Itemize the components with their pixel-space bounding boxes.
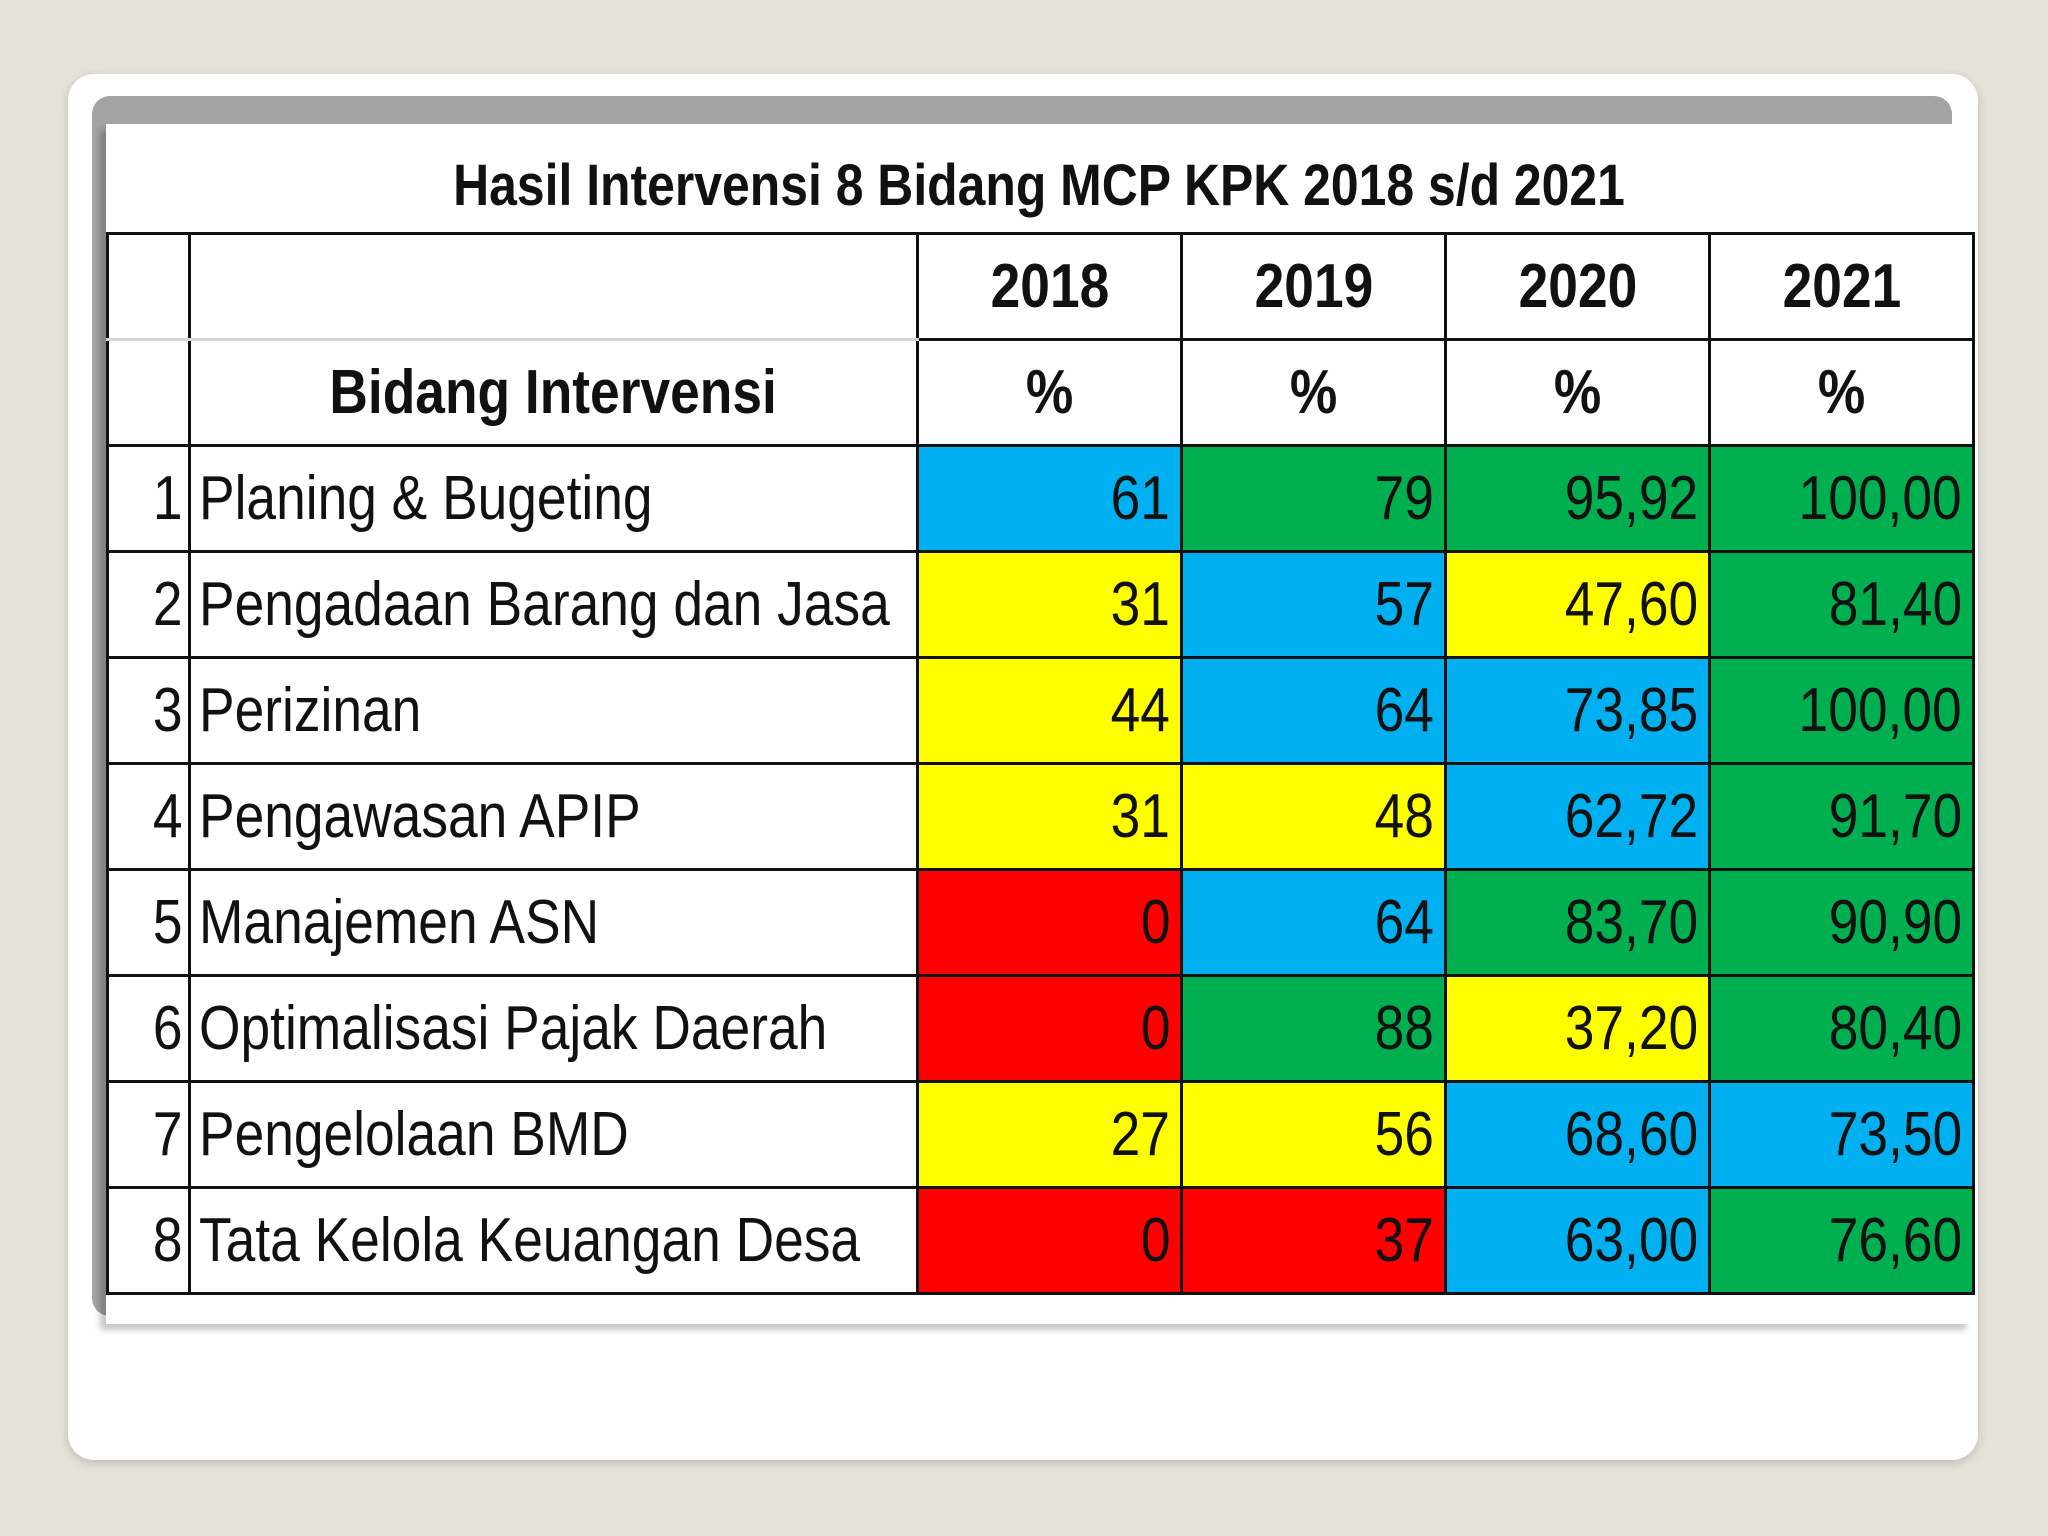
table-row: 4 Pengawasan APIP 31 48 62,72 91,70 xyxy=(106,762,1975,871)
value-cell: 79 xyxy=(1180,444,1447,553)
row-number: 6 xyxy=(106,974,191,1083)
value-cell: 47,60 xyxy=(1444,550,1711,659)
table-title: Hasil Intervensi 8 Bidang MCP KPK 2018 s… xyxy=(453,153,1625,218)
header-row-years: 2018 2019 2020 2021 xyxy=(106,232,1975,341)
value-cell: 81,40 xyxy=(1708,550,1975,659)
unit-header: % xyxy=(1444,338,1711,447)
row-number: 1 xyxy=(106,444,191,553)
value-cell: 56 xyxy=(1180,1080,1447,1189)
table-row: 8 Tata Kelola Keuangan Desa 0 37 63,00 76,60 xyxy=(106,1186,1975,1295)
value-cell: 0 xyxy=(916,1186,1183,1295)
value-cell: 48 xyxy=(1180,762,1447,871)
value-cell: 0 xyxy=(916,974,1183,1083)
unit-header: % xyxy=(1180,338,1447,447)
unit-header: % xyxy=(1708,338,1975,447)
table-row: 6 Optimalisasi Pajak Daerah 0 88 37,20 80,40 xyxy=(106,974,1975,1083)
value-cell: 0 xyxy=(916,868,1183,977)
value-cell: 62,72 xyxy=(1444,762,1711,871)
header-blank-field xyxy=(188,232,919,341)
value-cell: 95,92 xyxy=(1444,444,1711,553)
table-row: 1 Planing & Bugeting 61 79 95,92 100,00 xyxy=(106,444,1975,553)
value-cell: 61 xyxy=(916,444,1183,553)
row-number: 7 xyxy=(106,1080,191,1189)
table-row: 5 Manajemen ASN 0 64 83,70 90,90 xyxy=(106,868,1975,977)
value-cell: 83,70 xyxy=(1444,868,1711,977)
header-blank-no xyxy=(106,232,191,341)
row-number: 3 xyxy=(106,656,191,765)
results-table: 2018 2019 2020 2021 Bidang Intervensi % … xyxy=(106,232,1975,1295)
table-sheet: Hasil Intervensi 8 Bidang MCP KPK 2018 s… xyxy=(106,124,1975,1324)
value-cell: 73,85 xyxy=(1444,656,1711,765)
field-name: Manajemen ASN xyxy=(188,868,919,977)
value-cell: 73,50 xyxy=(1708,1080,1975,1189)
header-row-units: Bidang Intervensi % % % % xyxy=(106,338,1975,447)
value-cell: 64 xyxy=(1180,868,1447,977)
year-header: 2018 xyxy=(916,232,1183,341)
row-number: 8 xyxy=(106,1186,191,1295)
field-name: Pengawasan APIP xyxy=(188,762,919,871)
year-header: 2020 xyxy=(1444,232,1711,341)
value-cell: 68,60 xyxy=(1444,1080,1711,1189)
value-cell: 64 xyxy=(1180,656,1447,765)
value-cell: 76,60 xyxy=(1708,1186,1975,1295)
value-cell: 57 xyxy=(1180,550,1447,659)
field-name: Pengadaan Barang dan Jasa xyxy=(188,550,919,659)
year-header: 2019 xyxy=(1180,232,1447,341)
slide: Hasil Intervensi 8 Bidang MCP KPK 2018 s… xyxy=(68,74,1978,1460)
value-cell: 91,70 xyxy=(1708,762,1975,871)
row-number: 5 xyxy=(106,868,191,977)
table-row: 3 Perizinan 44 64 73,85 100,00 xyxy=(106,656,1975,765)
value-cell: 80,40 xyxy=(1708,974,1975,1083)
value-cell: 63,00 xyxy=(1444,1186,1711,1295)
value-cell: 90,90 xyxy=(1708,868,1975,977)
field-name: Planing & Bugeting xyxy=(188,444,919,553)
header-blank-no xyxy=(106,338,191,447)
value-cell: 100,00 xyxy=(1708,656,1975,765)
field-header: Bidang Intervensi xyxy=(188,338,919,447)
field-name: Perizinan xyxy=(188,656,919,765)
row-number: 4 xyxy=(106,762,191,871)
table-row: 2 Pengadaan Barang dan Jasa 31 57 47,60 81,40 xyxy=(106,550,1975,659)
value-cell: 37 xyxy=(1180,1186,1447,1295)
field-name: Pengelolaan BMD xyxy=(188,1080,919,1189)
field-name: Tata Kelola Keuangan Desa xyxy=(188,1186,919,1295)
value-cell: 27 xyxy=(916,1080,1183,1189)
year-header: 2021 xyxy=(1708,232,1975,341)
field-name: Optimalisasi Pajak Daerah xyxy=(188,974,919,1083)
row-number: 2 xyxy=(106,550,191,659)
value-cell: 100,00 xyxy=(1708,444,1975,553)
value-cell: 37,20 xyxy=(1444,974,1711,1083)
value-cell: 44 xyxy=(916,656,1183,765)
table-row: 7 Pengelolaan BMD 27 56 68,60 73,50 xyxy=(106,1080,1975,1189)
value-cell: 31 xyxy=(916,762,1183,871)
value-cell: 31 xyxy=(916,550,1183,659)
value-cell: 88 xyxy=(1180,974,1447,1083)
unit-header: % xyxy=(916,338,1183,447)
